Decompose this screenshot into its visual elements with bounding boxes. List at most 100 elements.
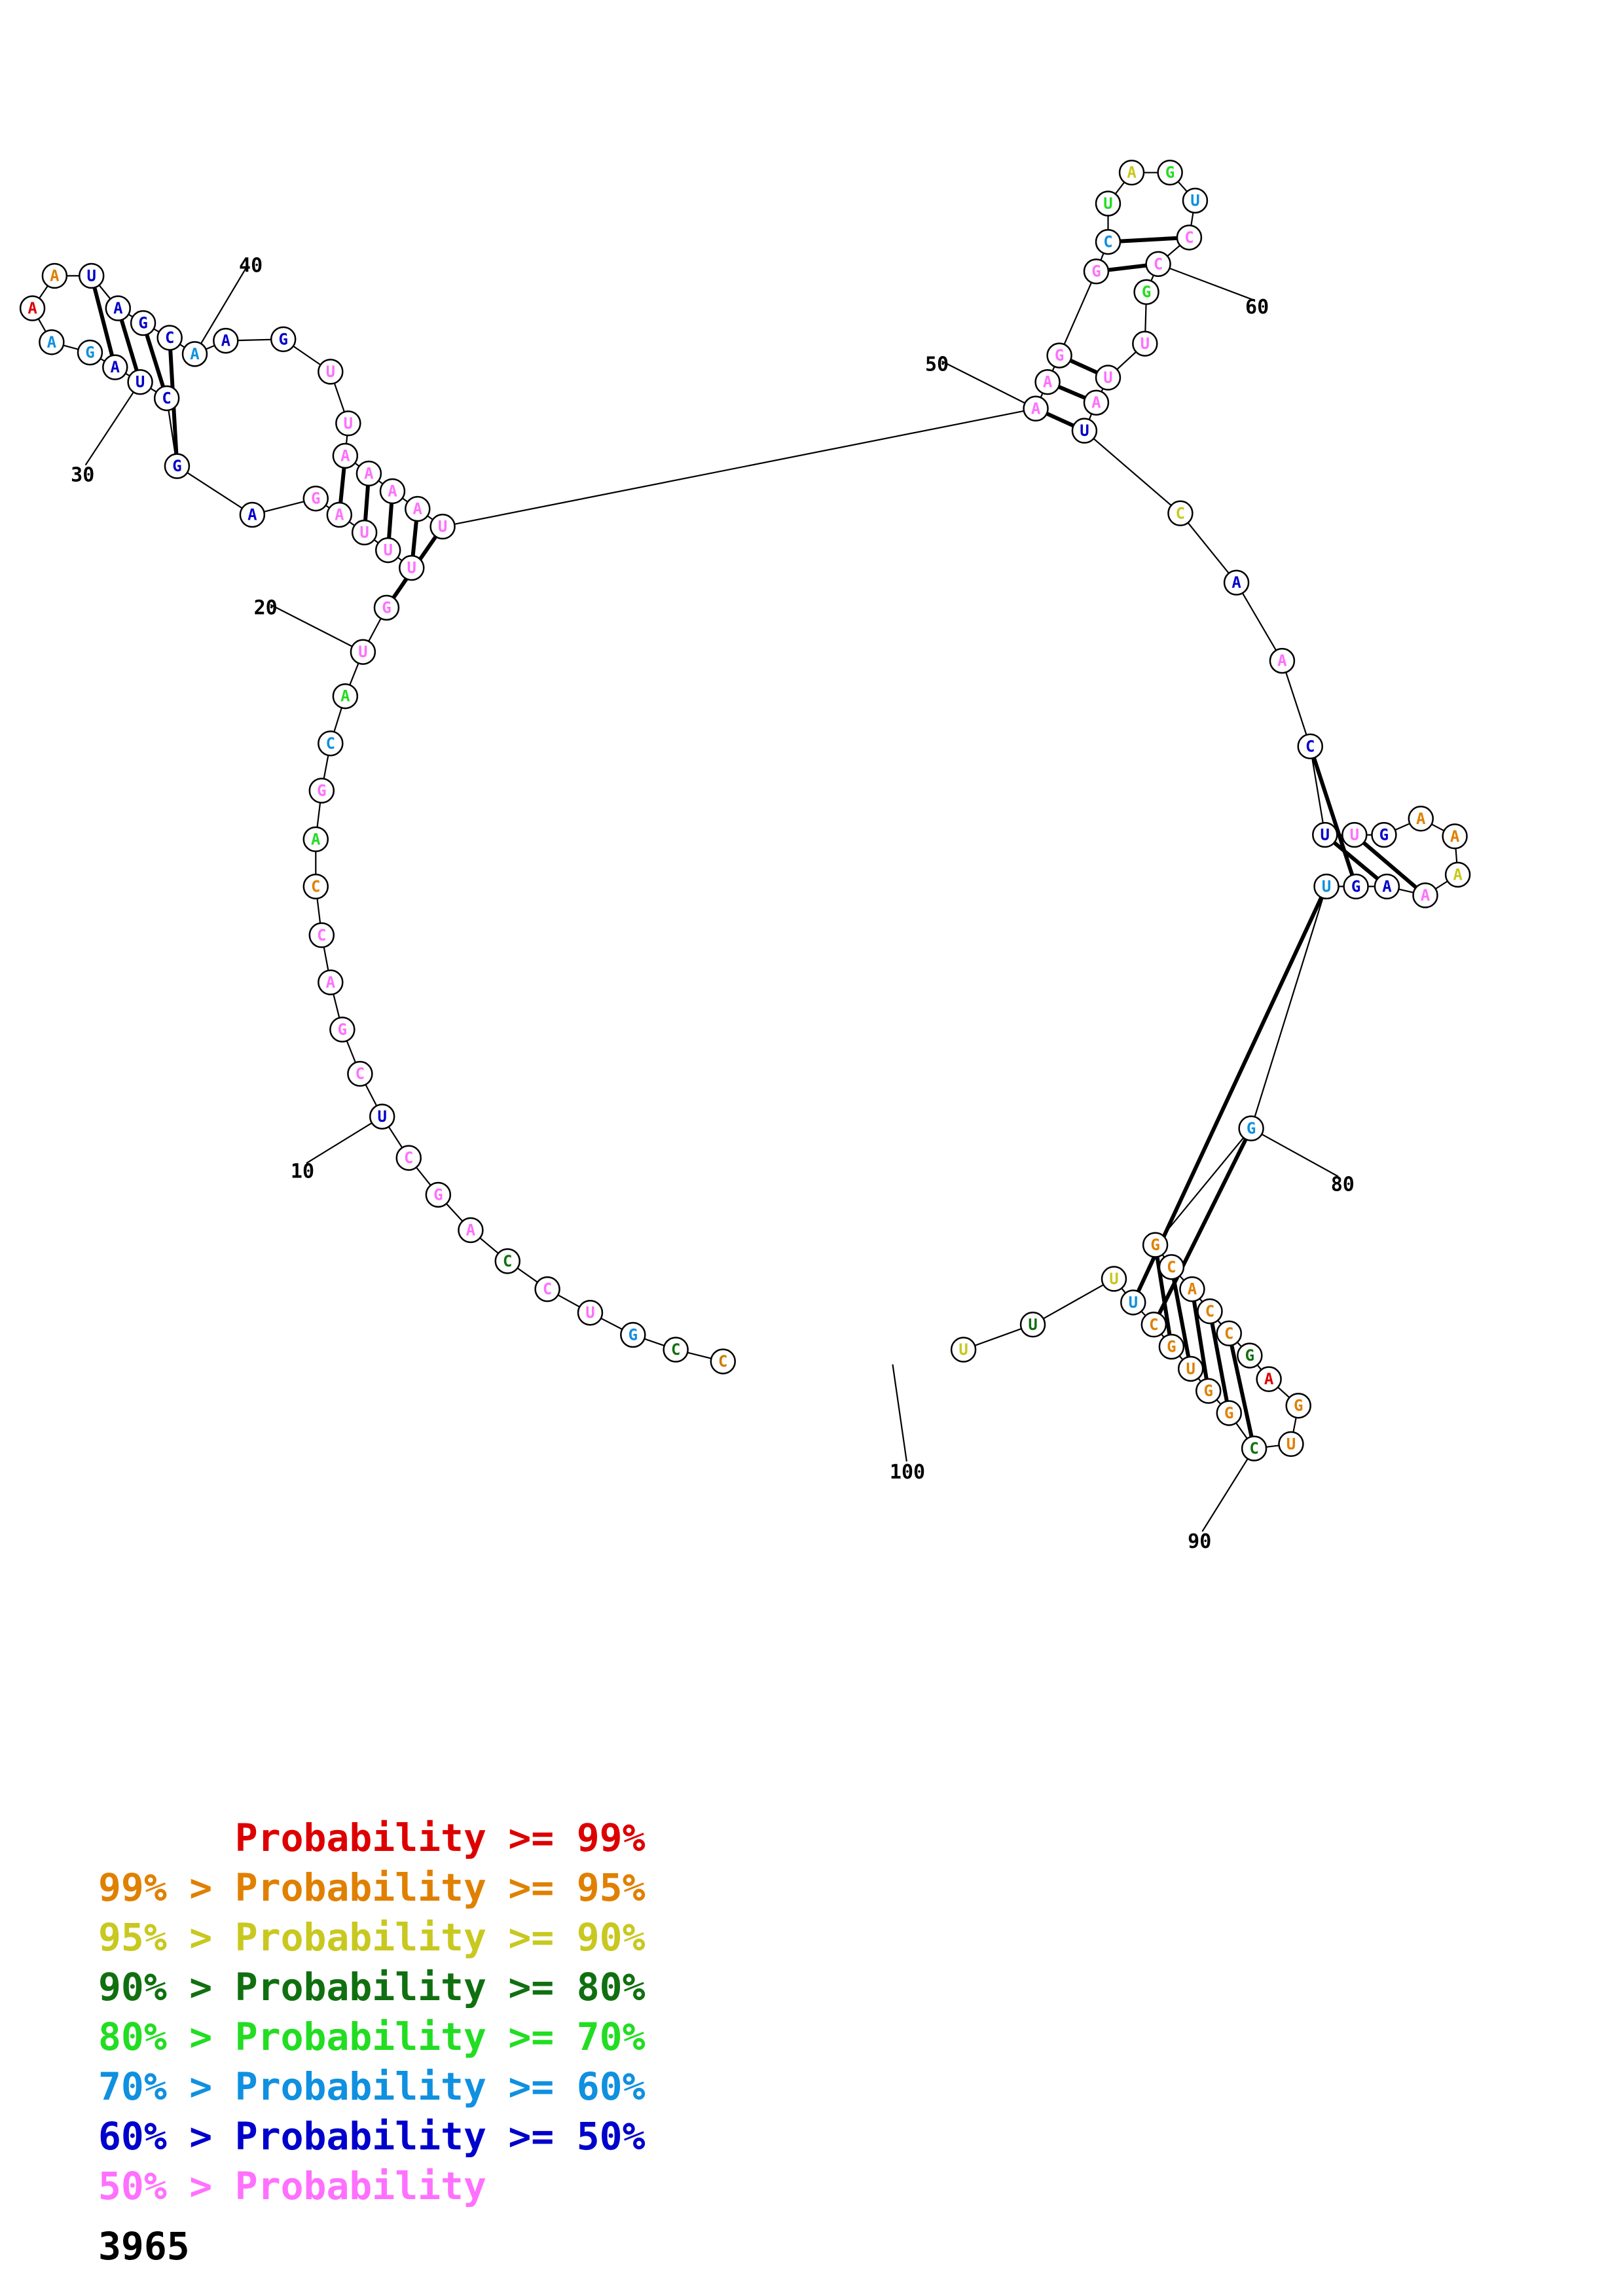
nucleotide-circle [318, 969, 344, 996]
nucleotide: A [326, 501, 353, 528]
nucleotide: U [429, 513, 456, 540]
base-pair-bond [1108, 235, 1190, 244]
legend-probability-text: Probability [234, 1816, 486, 1860]
nucleotide-letter: U [1109, 1270, 1118, 1288]
nucleotide-circle [164, 453, 191, 479]
nucleotide-letter: A [1416, 810, 1426, 828]
nucleotide-circle [1216, 1320, 1243, 1347]
nucleotide-circle [302, 485, 329, 512]
nucleotide-circle [181, 341, 208, 367]
nucleotide-circle [1034, 368, 1061, 395]
nucleotide: A [1444, 861, 1471, 888]
nucleotide-circle [1238, 1115, 1264, 1141]
nucleotide-letter: C [543, 1280, 552, 1299]
nucleotide-letter: G [433, 1185, 443, 1204]
nucleotide-circle [1237, 1342, 1263, 1369]
nucleotide: C [1140, 1312, 1167, 1338]
nucleotide-letter: G [1245, 1346, 1254, 1365]
nucleotide-circle [356, 460, 382, 487]
position-label: 100 [890, 1461, 925, 1484]
nucleotide-letter: G [172, 457, 181, 475]
base-pair-bond [89, 275, 117, 368]
nucleotide-letter: C [326, 734, 335, 753]
nucleotide-circle [1278, 1431, 1304, 1458]
nucleotide-letter: U [1186, 1359, 1195, 1378]
nucleotide: G [1195, 1378, 1222, 1404]
nucleotide: G [1158, 1333, 1185, 1360]
nucleotide-circle [1046, 342, 1072, 368]
nucleotide-circle [405, 495, 431, 522]
nucleotide-letter: C [1224, 1324, 1233, 1342]
nucleotide: A [181, 341, 208, 367]
nucleotide-letter: G [1204, 1382, 1213, 1400]
nucleotide-letter: U [958, 1340, 968, 1359]
nucleotide-letter: C [1103, 233, 1112, 251]
nucleotide-letter: A [311, 830, 321, 848]
nucleotide: A [19, 295, 46, 321]
nucleotide-letter: G [317, 781, 326, 800]
nucleotide-circle [351, 519, 378, 546]
nucleotide-letter: C [671, 1340, 680, 1359]
legend-upper-bound: 99% [576, 1816, 646, 1860]
nucleotide-circle [1101, 1266, 1127, 1292]
nucleotide-letter: C [162, 389, 171, 407]
nucleotide-letter: G [1150, 1236, 1159, 1254]
nucleotide: A [1408, 806, 1434, 832]
nucleotide: C [534, 1276, 560, 1302]
nucleotide-circle [1095, 190, 1122, 217]
nucleotide-letter: U [1350, 826, 1359, 844]
nucleotide-circle [1269, 647, 1296, 674]
nucleotide-letter: U [1028, 1316, 1037, 1334]
nucleotide-circle [1157, 159, 1183, 186]
base-pair-bond [1308, 745, 1358, 888]
nucleotide-letter: U [1190, 191, 1199, 209]
nucleotide-letter: C [503, 1252, 512, 1270]
nucleotide-circle [1341, 821, 1368, 848]
nucleotide-circle [1133, 279, 1159, 305]
nucleotide-letter: A [1277, 652, 1287, 670]
legend-upper-bound: 70% [576, 2015, 646, 2059]
nucleotide-circle [347, 1060, 373, 1087]
nucleotide-letter: C [311, 877, 320, 895]
nucleotide-circle [663, 1336, 689, 1363]
nucleotide-letter: G [1351, 877, 1360, 895]
nucleotide-letter: A [466, 1221, 476, 1240]
nucleotide-circle [105, 295, 132, 321]
nucleotide-letter: C [1149, 1316, 1158, 1334]
nucleotide-circle [379, 478, 406, 505]
figure-id: 3965 [98, 2224, 190, 2269]
nucleotide-letter: A [1453, 865, 1463, 884]
nucleotide-letter: C [404, 1149, 413, 1167]
legend-upper-bound: 95% [576, 1865, 646, 1910]
nucleotide-letter: C [356, 1065, 365, 1083]
legend-row: 80% > Probability >= 70% [98, 2012, 646, 2062]
nucleotide: A [213, 327, 239, 354]
nucleotide: A [405, 495, 431, 522]
nucleotide-circle [1313, 873, 1340, 900]
position-label: 20 [254, 596, 278, 619]
legend-lower-bound: 70% [98, 2064, 167, 2109]
base-pair-bond [1169, 1266, 1193, 1369]
base-pair-bond [1208, 1310, 1231, 1414]
legend-upper-bound: 80% [576, 1965, 646, 2009]
nucleotide: C [663, 1336, 689, 1363]
nucleotide-letter: U [1140, 334, 1150, 353]
nucleotide-letter: U [1103, 368, 1112, 387]
nucleotide-letter: U [344, 414, 353, 433]
nucleotide-circle [302, 873, 329, 900]
legend-operator: >= [508, 1965, 555, 2009]
nucleotide-circle [1176, 224, 1203, 251]
nucleotide-letter: A [190, 345, 200, 363]
legend-lower-bound: 50% [98, 2164, 167, 2208]
base-pair-bond [141, 322, 169, 399]
nucleotide: G [77, 339, 103, 366]
legend-separator: > [189, 1965, 213, 2009]
legend-operator: >= [508, 1865, 555, 1910]
legend-separator: > [189, 2164, 213, 2208]
nucleotide-letter: G [382, 598, 391, 617]
nucleotide: G [1216, 1400, 1243, 1426]
position-leader-line [1158, 263, 1252, 300]
nucleotide-circle [1343, 873, 1369, 900]
nucleotide-letter: G [1091, 262, 1101, 281]
legend-operator: >= [508, 2114, 555, 2159]
